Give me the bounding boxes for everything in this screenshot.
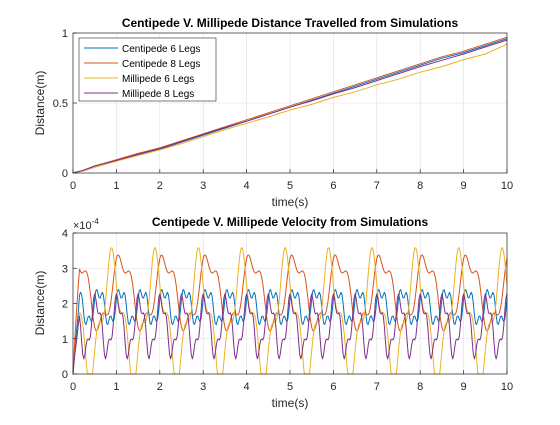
distance-x-tick-label: 1 — [113, 180, 119, 192]
velocity-x-tick-label: 9 — [461, 381, 467, 393]
legend-items: Centipede 6 Legs Centipede 8 Legs Milliped… — [84, 44, 200, 100]
velocity-x-tick-label: 10 — [501, 381, 513, 393]
velocity-y-label: Distance(m) — [33, 271, 47, 336]
velocity-x-tick-label: 8 — [417, 381, 423, 393]
distance-y-tick-label: 0.5 — [53, 98, 68, 110]
velocity-series-line-1 — [72, 289, 508, 375]
distance-x-tick-label: 4 — [244, 180, 250, 192]
distance-series-line-4 — [72, 39, 508, 174]
distance-x-tick-label: 9 — [461, 180, 467, 192]
distance-x-tick-label: 10 — [501, 180, 513, 192]
velocity-y-tick-label: 1 — [62, 334, 68, 346]
velocity-x-tick-label: 6 — [330, 381, 336, 393]
velocity-x-tick-label: 1 — [113, 381, 119, 393]
velocity-y-tick-label: 3 — [62, 263, 68, 275]
distance-chart-title: Centipede V. Millipede Distance Travelle… — [122, 16, 459, 30]
distance-y-label: Distance(m) — [33, 71, 47, 136]
velocity-ticks: 0 1 2 3 4 5 6 7 8 9 10 0 1 2 3 4 — [62, 228, 513, 393]
velocity-chart-title: Centipede V. Millipede Velocity from Sim… — [152, 215, 429, 229]
distance-x-label: time(s) — [272, 195, 309, 209]
legend: Centipede 6 Legs Centipede 8 Legs Milliped… — [78, 37, 217, 102]
distance-x-tick-label: 0 — [70, 180, 76, 192]
velocity-series-line-4 — [72, 293, 508, 375]
velocity-x-tick-label: 5 — [287, 381, 293, 393]
legend-label: Millipede 6 Legs — [122, 74, 194, 85]
distance-x-tick-label: 6 — [330, 180, 336, 192]
velocity-series-line-2 — [72, 254, 508, 375]
velocity-x-tick-label: 2 — [157, 381, 163, 393]
velocity-x-tick-label: 3 — [200, 381, 206, 393]
distance-series-line-3 — [72, 43, 508, 174]
velocity-x-tick-label: 4 — [244, 381, 250, 393]
velocity-axes: Centipede V. Millipede Velocity from Sim… — [33, 215, 513, 410]
distance-x-tick-label: 7 — [374, 180, 380, 192]
distance-x-tick-label: 2 — [157, 180, 163, 192]
distance-series — [72, 36, 508, 174]
distance-x-tick-label: 8 — [417, 180, 423, 192]
velocity-x-label: time(s) — [272, 396, 309, 410]
distance-x-tick-label: 5 — [287, 180, 293, 192]
velocity-y-exponent: ×10-4 — [73, 217, 99, 232]
distance-x-tick-label: 3 — [200, 180, 206, 192]
velocity-series — [72, 247, 508, 375]
distance-ticks: 0 1 2 3 4 5 6 7 8 9 10 0 0.5 1 — [53, 28, 513, 192]
legend-label: Millipede 8 Legs — [122, 89, 194, 100]
legend-label: Centipede 6 Legs — [122, 44, 200, 55]
velocity-y-tick-label: 0 — [62, 369, 68, 381]
velocity-x-tick-label: 0 — [70, 381, 76, 393]
velocity-y-tick-label: 2 — [62, 299, 68, 311]
distance-series-line-2 — [72, 36, 508, 174]
legend-label: Centipede 8 Legs — [122, 59, 200, 70]
velocity-x-tick-label: 7 — [374, 381, 380, 393]
velocity-y-tick-label: 4 — [62, 228, 68, 240]
distance-axes: Centipede V. Millipede Distance Travelle… — [33, 16, 513, 209]
distance-y-tick-label: 0 — [62, 168, 68, 180]
distance-y-tick-label: 1 — [62, 28, 68, 40]
